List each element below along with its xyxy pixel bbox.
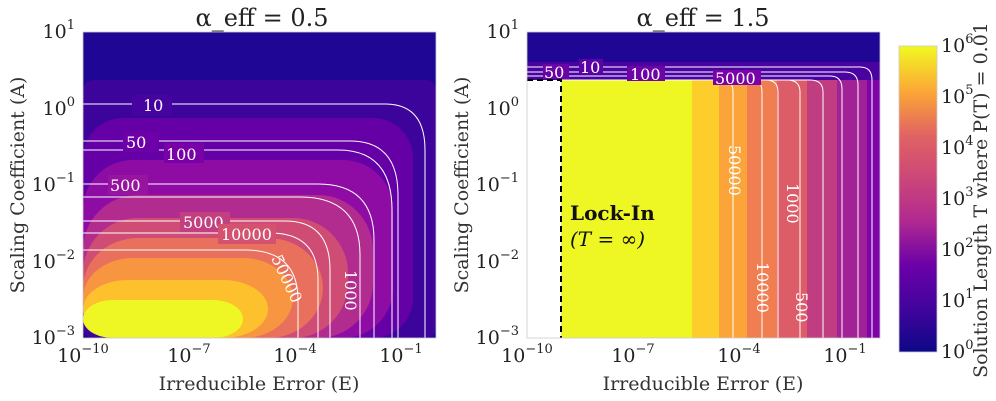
left-contours	[83, 103, 426, 338]
right-y-label: Scaling Coefficient (A)	[451, 77, 473, 294]
cbar-tick-1e5: 105	[941, 83, 973, 108]
right-xtick-1e-10: 10−10	[501, 342, 553, 367]
right-label-50000: 50000	[725, 145, 744, 196]
right-contour-10	[527, 66, 873, 338]
right-contour-50	[527, 71, 859, 338]
left-label-5000: 5000	[183, 213, 224, 232]
right-label-1000: 1000	[783, 183, 802, 224]
cbar-tick-1e0: 100	[941, 338, 973, 363]
right-xtick-1e-7: 10−7	[611, 342, 654, 367]
left-y-ticks: 10−3 10−2 10−1 100 101	[32, 18, 75, 349]
left-frame	[82, 31, 437, 339]
left-label-50: 50	[126, 133, 146, 152]
left-ytick-1e0: 100	[43, 95, 75, 120]
left-title: α_eff = 0.5	[196, 4, 329, 32]
left-x-label: Irreducible Error (E)	[159, 373, 360, 395]
left-contour-500	[83, 183, 375, 338]
left-contour-100	[83, 149, 393, 338]
lockin-subtitle: (T = ∞)	[570, 227, 645, 251]
right-label-50: 50	[544, 63, 564, 82]
left-contour-50000	[83, 249, 299, 338]
right-label-100: 100	[630, 65, 661, 84]
left-panel: α_eff = 0.5 10 50	[7, 4, 437, 395]
left-contour-labels: 10 50 100 500 5000 10000 1000 50000	[108, 95, 360, 311]
lockin-boundary	[527, 79, 562, 338]
left-xtick-1e-10: 10−10	[57, 342, 109, 367]
left-label-500: 500	[110, 176, 141, 195]
left-contour-50	[83, 140, 399, 338]
right-contours	[527, 66, 873, 338]
cbar-tick-1e6: 106	[941, 32, 973, 57]
colorbar-ticks: 100 101 102 103 104 105 106	[941, 32, 973, 363]
left-contour-5000	[83, 220, 331, 338]
left-heatmap	[83, 32, 436, 338]
cbar-tick-1e4: 104	[941, 134, 973, 159]
right-contour-1000	[561, 79, 801, 338]
left-label-10: 10	[143, 96, 163, 115]
right-label-10: 10	[580, 58, 600, 77]
left-ytick-1e-2: 10−2	[32, 248, 75, 273]
right-ytick-1e0: 100	[487, 95, 519, 120]
right-frame	[526, 31, 881, 339]
left-ytick-1e1: 101	[43, 18, 75, 43]
colorbar-frame	[898, 45, 938, 353]
right-panel: α_eff = 1.5 50	[451, 4, 881, 395]
colorbar-gradient	[899, 46, 937, 352]
left-xtick-1e-4: 10−4	[273, 342, 316, 367]
right-xtick-1e-4: 10−4	[717, 342, 760, 367]
right-y-ticks: 10−3 10−2 10−1 100 101	[476, 18, 519, 349]
right-ytick-1e-2: 10−2	[476, 248, 519, 273]
cbar-tick-1e1: 101	[941, 287, 973, 312]
left-label-1000: 1000	[341, 270, 360, 311]
right-ytick-1e-1: 10−1	[476, 171, 519, 196]
lockin-region	[527, 80, 561, 338]
right-xtick-1e-1: 10−1	[823, 342, 866, 367]
right-ytick-1e1: 101	[487, 18, 519, 43]
left-ytick-1e-1: 10−1	[32, 171, 75, 196]
left-contour-1000	[83, 196, 361, 338]
left-label-100: 100	[166, 145, 197, 164]
right-contour-labels: 50 10 100 5000 50000 1000 10000 500	[543, 58, 811, 323]
colorbar-label: Solution Length T where P(T) = 0.01	[970, 22, 992, 378]
left-label-10000: 10000	[221, 225, 272, 244]
right-x-label: Irreducible Error (E)	[603, 373, 804, 395]
cbar-tick-1e3: 103	[941, 185, 973, 210]
right-contour-5000	[561, 79, 779, 338]
colorbar: 100 101 102 103 104 105 106 Solution Len…	[898, 22, 992, 378]
right-heatmap	[527, 32, 880, 338]
right-contour-100	[527, 75, 843, 338]
right-x-ticks: 10−10 10−7 10−4 10−1	[501, 342, 866, 367]
cbar-tick-1e2: 102	[941, 236, 973, 261]
right-label-500: 500	[792, 292, 811, 323]
right-contour-500	[561, 79, 824, 338]
left-contour-10	[83, 103, 426, 338]
right-title: α_eff = 1.5	[637, 4, 770, 32]
lockin-title: Lock-In	[570, 201, 655, 225]
right-label-5000: 5000	[715, 69, 756, 88]
left-y-label: Scaling Coefficient (A)	[7, 77, 29, 294]
right-label-10000: 10000	[753, 262, 772, 313]
left-x-ticks: 10−10 10−7 10−4 10−1	[57, 342, 422, 367]
left-xtick-1e-7: 10−7	[167, 342, 210, 367]
left-xtick-1e-1: 10−1	[379, 342, 422, 367]
